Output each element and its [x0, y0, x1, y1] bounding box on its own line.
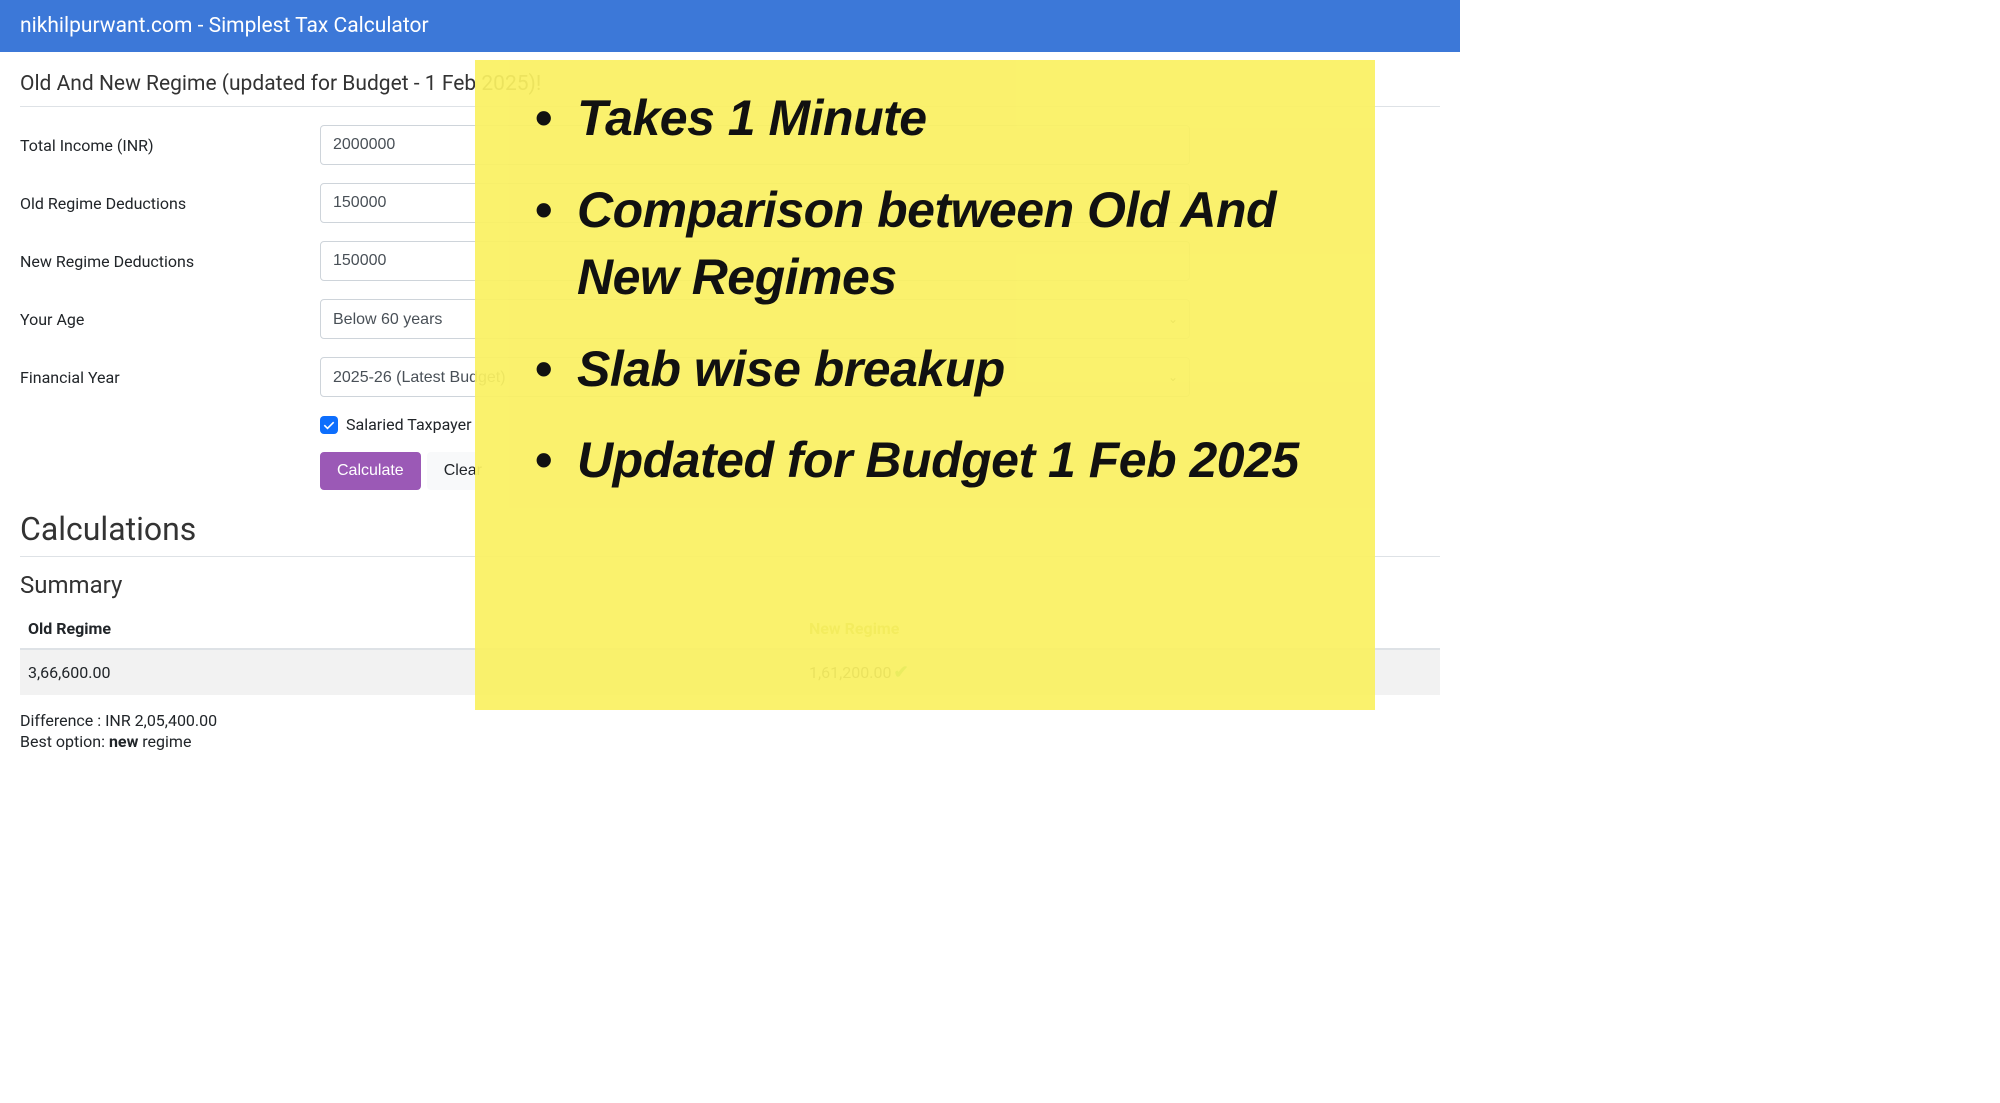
header-bar: nikhilpurwant.com - Simplest Tax Calcula… [0, 0, 1460, 52]
label-age: Your Age [20, 310, 320, 329]
label-new-deductions: New Regime Deductions [20, 252, 320, 271]
best-option-text: Best option: new regime [20, 732, 1440, 751]
calculate-button[interactable]: Calculate [320, 452, 421, 490]
overlay-bullet: Slab wise breakup [535, 336, 1335, 404]
label-salaried: Salaried Taxpayer [346, 415, 472, 434]
overlay-bullet: Comparison between Old And New Regimes [535, 177, 1335, 312]
difference-text: Difference : INR 2,05,400.00 [20, 711, 1440, 730]
label-total-income: Total Income (INR) [20, 136, 320, 155]
header-title: nikhilpurwant.com - Simplest Tax Calcula… [20, 14, 429, 38]
feature-overlay: Takes 1 Minute Comparison between Old An… [475, 60, 1375, 710]
checkbox-salaried[interactable] [320, 416, 338, 434]
check-icon [323, 419, 335, 431]
overlay-bullet: Takes 1 Minute [535, 85, 1335, 153]
label-old-deductions: Old Regime Deductions [20, 194, 320, 213]
overlay-bullet: Updated for Budget 1 Feb 2025 [535, 427, 1335, 495]
label-fy: Financial Year [20, 368, 320, 387]
